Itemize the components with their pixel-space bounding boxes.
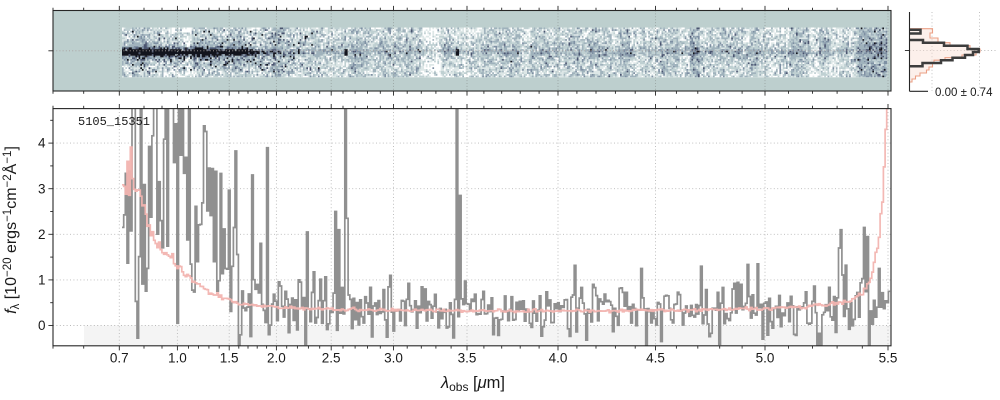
svg-text:1.5: 1.5 [220, 351, 239, 366]
svg-text:0: 0 [38, 318, 46, 333]
svg-text:fλ [10−20 ergs−1cm−2Å−1]: fλ [10−20 ergs−1cm−2Å−1] [1, 146, 22, 314]
svg-text:3.0: 3.0 [384, 351, 403, 366]
svg-text:2.5: 2.5 [322, 351, 341, 366]
svg-text:2.0: 2.0 [267, 351, 286, 366]
svg-text:0.00 ± 0.74: 0.00 ± 0.74 [935, 87, 993, 99]
svg-text:3.5: 3.5 [458, 351, 477, 366]
svg-text:5.0: 5.0 [756, 351, 775, 366]
svg-text:4.0: 4.0 [549, 351, 568, 366]
svg-text:3: 3 [38, 181, 46, 196]
svg-text:0.7: 0.7 [110, 351, 129, 366]
svg-text:4.5: 4.5 [646, 351, 665, 366]
svg-text:4: 4 [38, 136, 46, 151]
svg-text:5.5: 5.5 [879, 351, 898, 366]
svg-text:1.0: 1.0 [168, 351, 187, 366]
svg-text:2: 2 [38, 227, 46, 242]
svg-text:5105_15351: 5105_15351 [78, 115, 150, 129]
svg-text:1: 1 [38, 273, 46, 288]
